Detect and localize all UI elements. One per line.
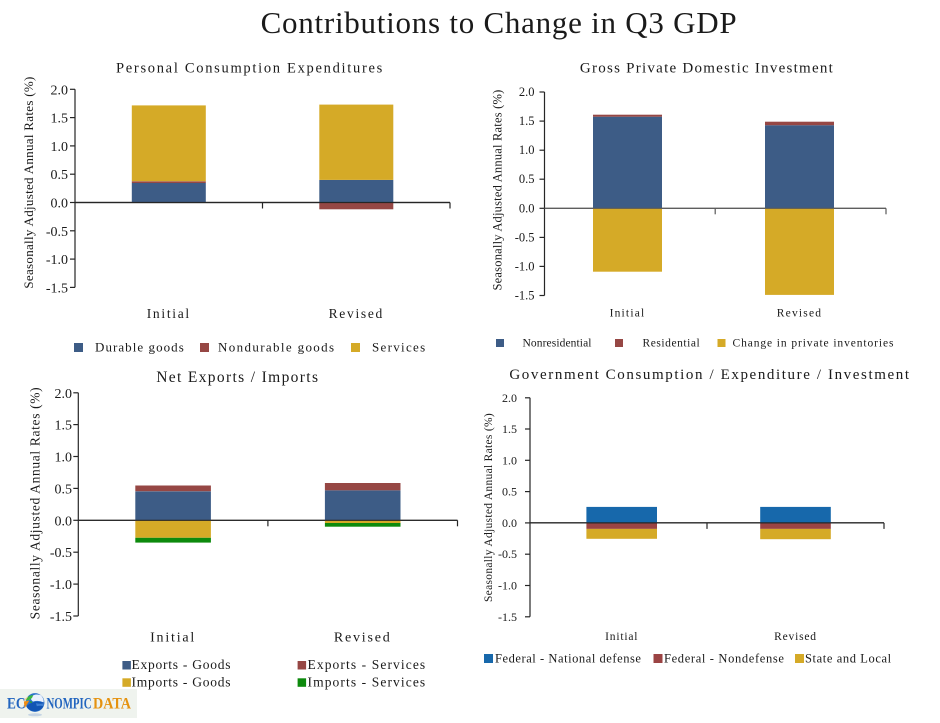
svg-text:0.0: 0.0 bbox=[502, 516, 517, 530]
svg-text:0.5: 0.5 bbox=[55, 482, 73, 497]
svg-text:Seasonally Adjusted Annual Rat: Seasonally Adjusted Annual Rates (%) bbox=[28, 387, 43, 620]
svg-text:Initial: Initial bbox=[147, 306, 191, 321]
svg-text:2.0: 2.0 bbox=[519, 85, 535, 99]
svg-text:0.5: 0.5 bbox=[519, 172, 535, 186]
svg-text:-1.5: -1.5 bbox=[498, 610, 517, 624]
svg-text:1.5: 1.5 bbox=[51, 112, 69, 127]
svg-text:State and Local: State and Local bbox=[805, 652, 892, 666]
svg-text:Federal - National defense: Federal - National defense bbox=[495, 652, 642, 666]
svg-text:Revised: Revised bbox=[334, 631, 392, 646]
svg-text:1.0: 1.0 bbox=[502, 453, 517, 467]
svg-text:0.0: 0.0 bbox=[55, 514, 73, 529]
svg-text:-0.5: -0.5 bbox=[498, 547, 517, 561]
svg-text:Seasonally Adjusted Annual Rat: Seasonally Adjusted Annual Rates (%) bbox=[483, 413, 495, 602]
svg-text:0.0: 0.0 bbox=[519, 201, 535, 215]
svg-text:-0.5: -0.5 bbox=[50, 546, 72, 561]
svg-text:-1.0: -1.0 bbox=[498, 579, 517, 593]
svg-text:Initial: Initial bbox=[610, 308, 646, 320]
svg-text:Exports - Goods: Exports - Goods bbox=[132, 657, 232, 672]
svg-text:Imports - Services: Imports - Services bbox=[308, 674, 427, 689]
svg-text:Nondurable goods: Nondurable goods bbox=[218, 340, 335, 355]
svg-text:NOMPIC: NOMPIC bbox=[47, 696, 92, 713]
svg-text:Seasonally Adjusted Annual Rat: Seasonally Adjusted Annual Rates (%) bbox=[491, 90, 505, 291]
svg-text:Services: Services bbox=[372, 340, 426, 355]
svg-text:1.5: 1.5 bbox=[502, 422, 517, 436]
svg-text:1.0: 1.0 bbox=[519, 143, 535, 157]
svg-text:2.0: 2.0 bbox=[502, 391, 517, 405]
svg-text:1.0: 1.0 bbox=[51, 140, 69, 155]
svg-text:Initial: Initial bbox=[605, 631, 638, 643]
svg-text:0.5: 0.5 bbox=[51, 168, 69, 183]
svg-text:Revised: Revised bbox=[774, 631, 817, 643]
svg-text:Durable goods: Durable goods bbox=[95, 340, 185, 355]
svg-text:Revised: Revised bbox=[329, 306, 384, 321]
svg-text:Change in private inventories: Change in private inventories bbox=[733, 338, 895, 350]
svg-text:Federal - Nondefense: Federal - Nondefense bbox=[664, 652, 785, 666]
svg-text:1.5: 1.5 bbox=[55, 419, 73, 434]
svg-text:Net Exports / Imports: Net Exports / Imports bbox=[156, 369, 319, 386]
svg-text:Contributions to Change in Q3: Contributions to Change in Q3 GDP bbox=[261, 5, 738, 40]
svg-text:Nonresidential: Nonresidential bbox=[523, 338, 592, 350]
svg-text:0.0: 0.0 bbox=[51, 197, 69, 212]
svg-text:Government Consumption / Expen: Government Consumption / Expenditure / I… bbox=[509, 367, 910, 383]
svg-text:Residential: Residential bbox=[643, 338, 701, 350]
svg-text:Gross Private Domestic Investm: Gross Private Domestic Investment bbox=[580, 61, 834, 77]
svg-text:0.5: 0.5 bbox=[502, 485, 517, 499]
svg-text:Exports - Services: Exports - Services bbox=[308, 657, 427, 672]
svg-text:Personal Consumption Expenditu: Personal Consumption Expenditures bbox=[116, 61, 384, 77]
svg-text:Revised: Revised bbox=[777, 308, 822, 320]
svg-text:Initial: Initial bbox=[150, 631, 196, 646]
svg-text:DATA: DATA bbox=[93, 696, 131, 713]
svg-text:-1.5: -1.5 bbox=[50, 610, 72, 625]
svg-text:1.5: 1.5 bbox=[519, 114, 535, 128]
svg-text:Seasonally Adjusted Annual Rat: Seasonally Adjusted Annual Rates (%) bbox=[21, 76, 36, 288]
svg-text:-1.0: -1.0 bbox=[515, 259, 535, 273]
svg-text:Imports - Goods: Imports - Goods bbox=[132, 674, 232, 689]
svg-text:2.0: 2.0 bbox=[55, 387, 73, 402]
svg-text:-1.0: -1.0 bbox=[50, 578, 72, 593]
svg-text:1.0: 1.0 bbox=[55, 451, 73, 466]
svg-text:-1.5: -1.5 bbox=[46, 281, 68, 296]
svg-text:-1.5: -1.5 bbox=[515, 289, 535, 303]
svg-text:-1.0: -1.0 bbox=[46, 253, 68, 268]
svg-text:-0.5: -0.5 bbox=[515, 230, 535, 244]
svg-text:-0.5: -0.5 bbox=[46, 225, 68, 240]
svg-text:2.0: 2.0 bbox=[51, 83, 69, 98]
svg-text:EC: EC bbox=[7, 696, 26, 713]
